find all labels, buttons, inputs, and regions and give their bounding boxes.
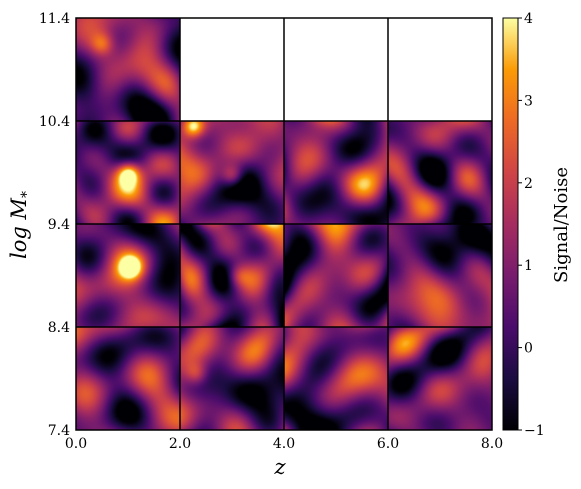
x-tick-label: 8.0 (481, 436, 503, 452)
heatmap-panels (76, 18, 492, 430)
empty-panel (284, 18, 388, 121)
heatmap-panel (388, 224, 492, 327)
heatmap-panel (76, 18, 180, 121)
y-axis-label-main: log M (7, 198, 31, 259)
heatmap-panel (180, 327, 284, 430)
heatmap-panel (388, 327, 492, 430)
empty-panel (180, 18, 284, 121)
x-tick-label: 4.0 (273, 436, 295, 452)
y-tick-label: 7.4 (48, 423, 70, 439)
y-tick-label: 8.4 (48, 320, 70, 336)
colorbar-tick-label: 1 (524, 258, 533, 274)
colorbar-tick-label: 0 (524, 341, 533, 357)
heatmap-panel (284, 327, 388, 430)
x-tick-label: 6.0 (377, 436, 399, 452)
colorbar-tick-label: 3 (524, 93, 533, 109)
colorbar (502, 17, 519, 431)
colorbar-tick-label: 4 (524, 11, 533, 27)
y-tick-label: 11.4 (39, 11, 70, 27)
heatmap-panel (76, 121, 180, 224)
x-axis-ticks: 0.0 2.0 4.0 6.0 8.0 (65, 425, 503, 452)
heatmap-panel (388, 121, 492, 224)
x-axis-label: z (273, 455, 286, 479)
heatmap-panel (180, 121, 284, 224)
heatmap-panel (76, 224, 180, 327)
heatmap-panel (284, 121, 388, 224)
colorbar-tick-label: 2 (524, 176, 533, 192)
y-tick-label: 9.4 (48, 217, 70, 233)
y-tick-label: 10.4 (39, 114, 70, 130)
heatmap-panel (284, 224, 388, 327)
empty-panel (388, 18, 492, 121)
y-axis-ticks: 7.4 8.4 9.4 10.4 11.4 (39, 11, 81, 439)
y-axis-label: log M* (7, 191, 35, 259)
x-tick-label: 2.0 (169, 436, 191, 452)
heatmap-panel (180, 224, 284, 327)
heatmap-panel (76, 327, 180, 430)
colorbar-tick-label: −1 (524, 423, 545, 439)
colorbar-label: Signal/Noise (551, 167, 572, 283)
x-tick-label: 0.0 (65, 436, 87, 452)
colorbar-ticks: −1 0 1 2 3 4 (518, 11, 545, 439)
y-axis-label-subscript: * (19, 191, 35, 198)
